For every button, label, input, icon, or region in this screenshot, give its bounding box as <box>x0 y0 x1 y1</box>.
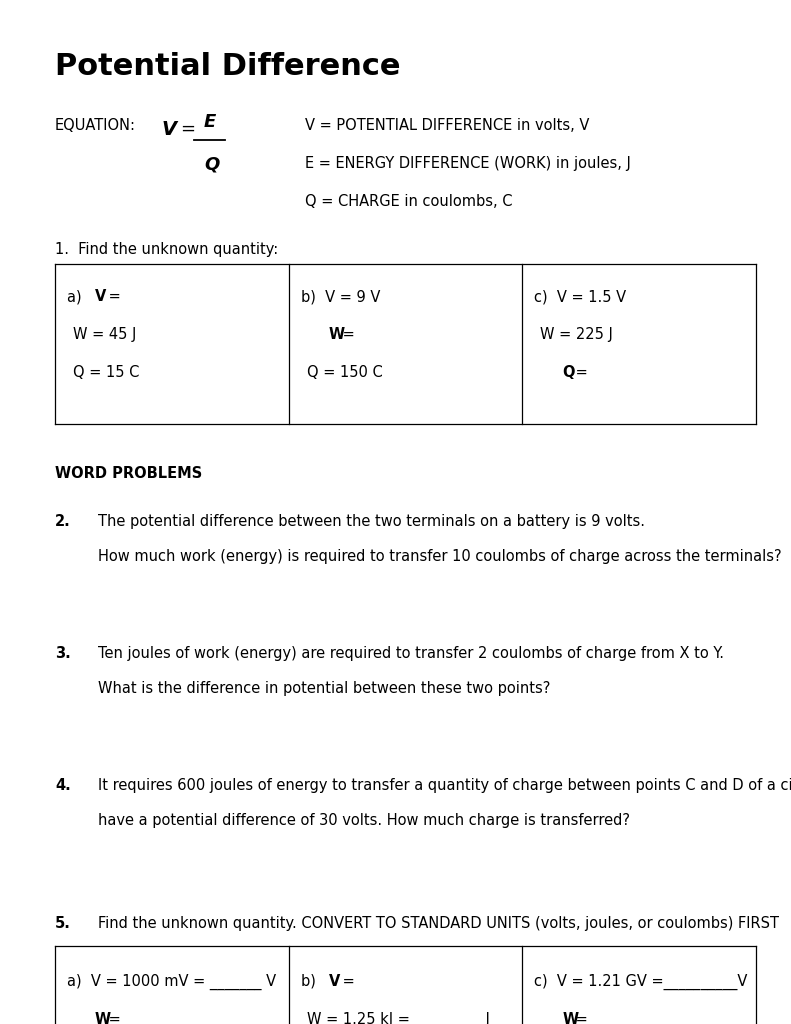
Text: =: = <box>104 289 121 304</box>
Text: V = POTENTIAL DIFFERENCE in volts, V: V = POTENTIAL DIFFERENCE in volts, V <box>305 118 589 133</box>
Text: W = 1.25 kJ = _________ J: W = 1.25 kJ = _________ J <box>307 1012 490 1024</box>
Text: Q = CHARGE in coulombs, C: Q = CHARGE in coulombs, C <box>305 194 513 209</box>
Text: 5.: 5. <box>55 916 71 931</box>
Text: WORD PROBLEMS: WORD PROBLEMS <box>55 466 202 481</box>
Text: b)  V = 9 V: b) V = 9 V <box>301 289 380 304</box>
Text: W = 225 J: W = 225 J <box>540 327 613 342</box>
Text: a)  V = 1000 mV = _______ V: a) V = 1000 mV = _______ V <box>67 974 276 990</box>
Text: W: W <box>329 327 345 342</box>
Text: 3.: 3. <box>55 646 70 662</box>
Text: It requires 600 joules of energy to transfer a quantity of charge between points: It requires 600 joules of energy to tran… <box>98 778 791 793</box>
Text: Q = 150 C: Q = 150 C <box>307 365 382 380</box>
Text: V: V <box>329 974 340 989</box>
Text: =: = <box>571 365 588 380</box>
Text: How much work (energy) is required to transfer 10 coulombs of charge across the : How much work (energy) is required to tr… <box>98 549 782 564</box>
Text: V: V <box>162 120 177 139</box>
Text: =: = <box>571 1012 588 1024</box>
Text: 1.  Find the unknown quantity:: 1. Find the unknown quantity: <box>55 242 278 257</box>
Text: E: E <box>204 113 216 131</box>
Text: =: = <box>338 974 354 989</box>
Text: =: = <box>104 1012 121 1024</box>
Text: Find the unknown quantity. CONVERT TO STANDARD UNITS (volts, joules, or coulombs: Find the unknown quantity. CONVERT TO ST… <box>98 916 779 931</box>
Text: have a potential difference of 30 volts. How much charge is transferred?: have a potential difference of 30 volts.… <box>98 813 630 828</box>
Text: E = ENERGY DIFFERENCE (WORK) in joules, J: E = ENERGY DIFFERENCE (WORK) in joules, … <box>305 156 631 171</box>
Text: 2.: 2. <box>55 514 70 529</box>
Text: What is the difference in potential between these two points?: What is the difference in potential betw… <box>98 681 551 696</box>
Text: Potential Difference: Potential Difference <box>55 52 400 81</box>
Text: The potential difference between the two terminals on a battery is 9 volts.: The potential difference between the two… <box>98 514 645 529</box>
Text: =: = <box>338 327 354 342</box>
Text: b): b) <box>301 974 325 989</box>
Text: =: = <box>180 120 195 138</box>
Text: W: W <box>562 1012 578 1024</box>
Text: Q: Q <box>562 365 575 380</box>
Text: Q = 15 C: Q = 15 C <box>73 365 139 380</box>
Text: Ten joules of work (energy) are required to transfer 2 coulombs of charge from X: Ten joules of work (energy) are required… <box>98 646 724 662</box>
Text: Q: Q <box>204 156 219 174</box>
Text: a): a) <box>67 289 91 304</box>
Text: W: W <box>95 1012 111 1024</box>
Text: c)  V = 1.5 V: c) V = 1.5 V <box>535 289 626 304</box>
Text: W = 45 J: W = 45 J <box>73 327 136 342</box>
Text: EQUATION:: EQUATION: <box>55 118 136 133</box>
Text: c)  V = 1.21 GV =__________V: c) V = 1.21 GV =__________V <box>535 974 747 990</box>
Text: V: V <box>95 289 106 304</box>
Text: 4.: 4. <box>55 778 70 793</box>
